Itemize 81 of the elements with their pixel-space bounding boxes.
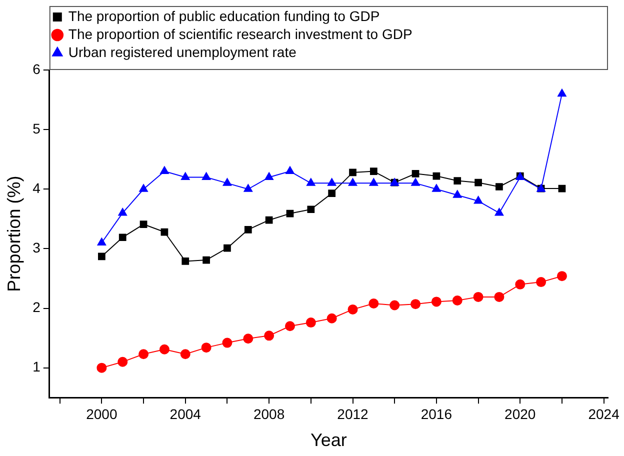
point [96,362,107,373]
point [160,228,168,236]
legend-label: The proportion of scientific research investment to GDP [68,26,412,42]
y-tick-label: 5 [32,120,41,136]
point [306,178,316,186]
x-tick-label: 2012 [337,406,369,422]
point [558,88,566,97]
point [201,342,212,353]
point [556,271,567,282]
point [180,349,190,360]
point [370,168,378,175]
point [138,349,149,360]
point [264,172,274,180]
point [536,277,546,288]
point [412,170,420,178]
point [410,299,421,310]
point [118,234,126,242]
point [182,258,190,265]
point [264,330,274,341]
x-tick-label: 2008 [253,406,285,422]
point [452,296,462,306]
point [180,172,190,180]
point [494,208,504,216]
point [222,178,232,186]
y-tick-label: 2 [32,299,41,316]
point [326,313,337,324]
y-tick-label: 6 [32,60,41,77]
point [349,168,356,176]
point [159,344,170,354]
point [284,321,295,332]
x-tick-label: 2000 [86,406,118,422]
point [118,356,128,367]
point [454,177,462,184]
y-tick-label: 1 [32,358,41,375]
x-axis-title: Year [310,430,347,450]
point [140,220,148,228]
point [474,178,482,186]
y-tick-label: 4 [32,180,41,196]
point [432,172,440,180]
point [202,256,210,264]
point [307,206,315,214]
point [222,338,232,348]
point [98,252,106,260]
point [496,183,503,190]
point [306,318,316,328]
x-tick-label: 2004 [170,406,202,422]
point [431,296,442,307]
point [348,178,358,186]
point [224,244,231,252]
point [160,166,169,174]
point [244,184,253,192]
x-tick-label: 2024 [588,406,620,422]
point [327,178,336,186]
legend-label: Urban registered unemployment rate [68,44,297,60]
point [411,178,420,186]
point [494,292,504,302]
point [558,184,566,192]
point [286,210,294,218]
point [369,178,378,186]
point [265,216,273,224]
point [473,292,484,302]
point [432,184,441,192]
point [244,226,252,234]
point [139,184,148,192]
point [515,279,526,290]
point [474,196,483,204]
point [243,334,254,344]
point [368,298,379,308]
point [452,190,462,198]
y-axis-title: Proportion (%) [4,176,24,292]
legend-label: The proportion of public education funding to GDP [68,8,380,24]
point [202,172,211,180]
point [390,300,400,310]
y-tick-label: 3 [32,240,41,256]
point [97,238,106,246]
x-tick-label: 2020 [504,406,536,422]
point [328,190,336,197]
point [286,166,294,174]
point [118,208,128,216]
point [348,304,358,314]
x-tick-label: 2016 [420,406,452,422]
